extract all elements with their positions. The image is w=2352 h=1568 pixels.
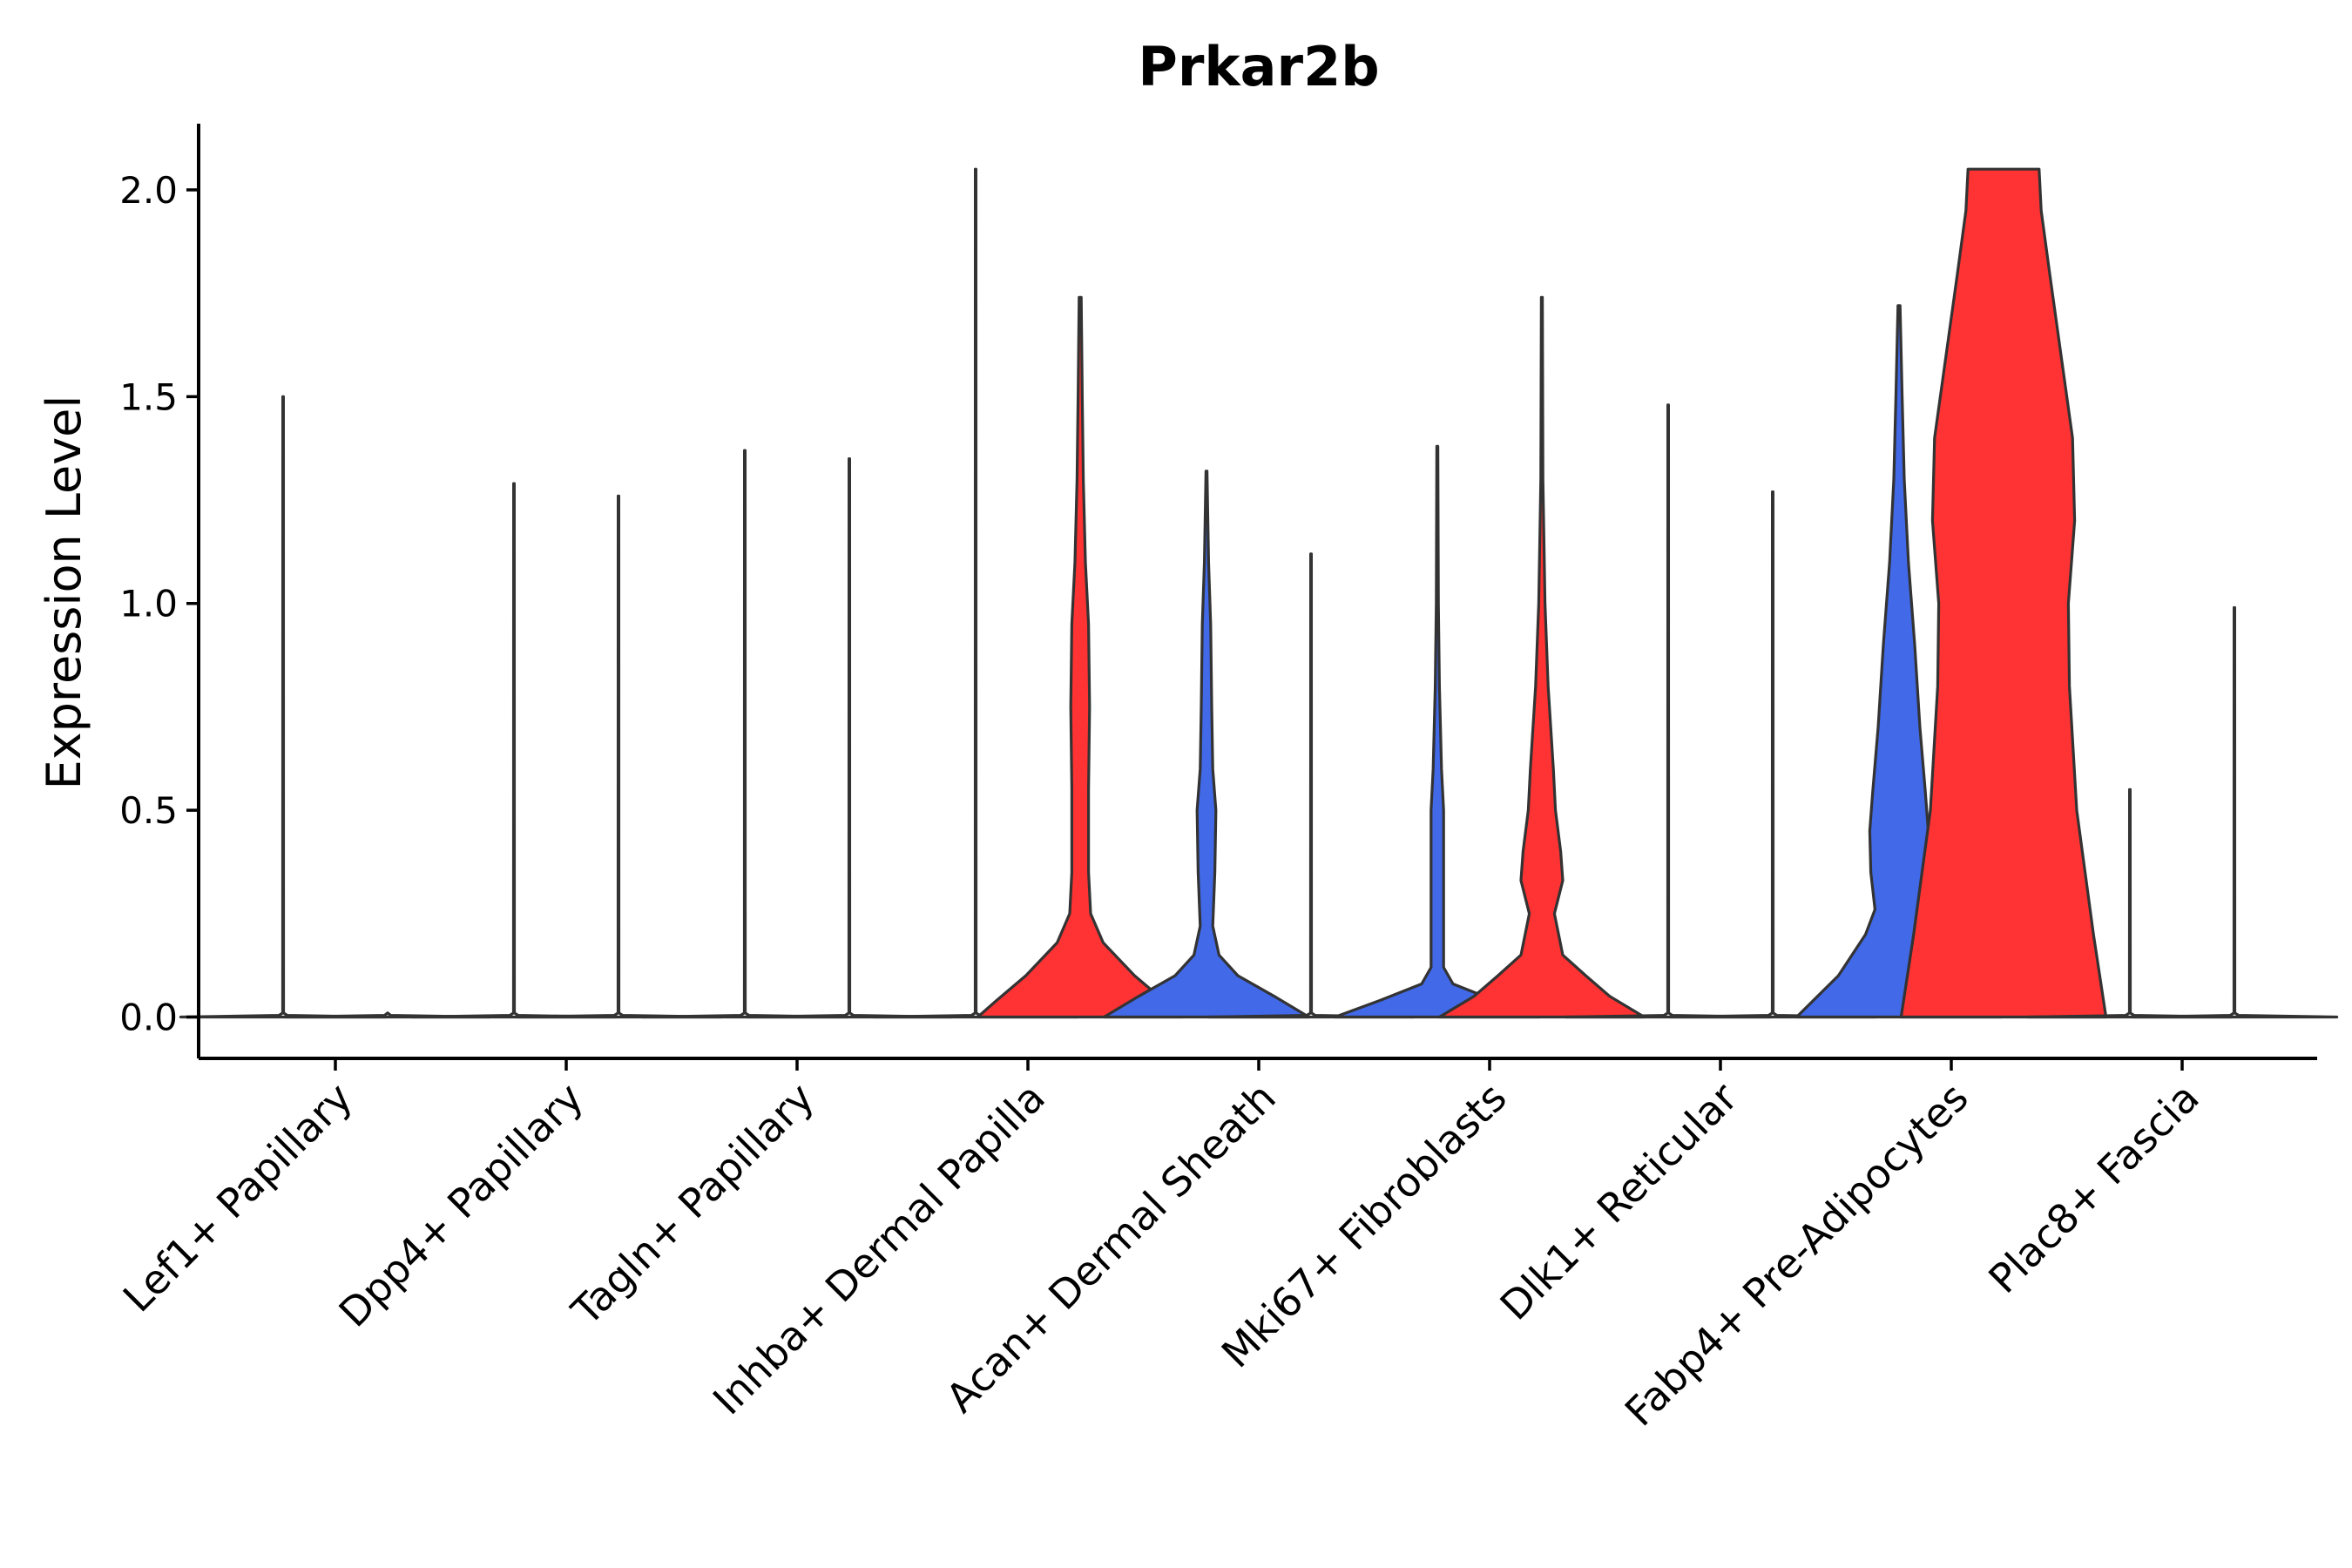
x-tick-label-dlk1-reticular: Dlk1+ Reticular — [1491, 1074, 1747, 1329]
chart-title: Prkar2b — [1138, 35, 1379, 98]
violin-tagln-papillary-left — [640, 449, 849, 1019]
violin-mki67-fibroblasts-right — [1437, 295, 1646, 1019]
violin-dpp4-papillary-left — [409, 482, 618, 1019]
y-ticks-layer: 0.0 0.5 1.0 1.5 2.0 — [119, 169, 199, 1039]
violin-lef1-papillary-left — [179, 395, 388, 1019]
x-tick-label-dpp4-papillary: Dpp4+ Papillary — [330, 1074, 592, 1336]
y-axis-label: Expression Level — [37, 395, 91, 790]
y-tick-label: 0.0 — [119, 997, 178, 1039]
violin-mki67-fibroblasts-left — [1333, 444, 1542, 1019]
violin-acan-dermal-sheath-right — [1206, 552, 1416, 1019]
violin-fabp4-pre-adipocytes-right — [1899, 167, 2108, 1019]
violin-dlk1-reticular-left — [1564, 403, 1773, 1019]
violin-inhba-dermal-papilla-right — [976, 295, 1185, 1019]
violin-tagln-papillary-right — [745, 457, 954, 1019]
y-tick-label: 1.5 — [119, 375, 178, 418]
violins-layer — [179, 167, 2339, 1019]
y-tick-label: 2.0 — [119, 169, 178, 212]
violin-inhba-dermal-papilla-left — [871, 167, 1080, 1019]
violin-dpp4-papillary-right — [514, 494, 723, 1019]
y-tick-label: 0.5 — [119, 789, 178, 832]
violin-dlk1-reticular-right — [1668, 490, 1877, 1019]
violin-acan-dermal-sheath-left — [1102, 470, 1311, 1019]
x-tick-label-plac8-fascia: Plac8+ Fascia — [1979, 1074, 2207, 1302]
violin-plac8-fascia-right — [2130, 605, 2339, 1019]
x-tick-label-tagln-papillary: Tagln+ Papillary — [562, 1074, 823, 1335]
x-tick-label-lef1-papillary: Lef1+ Papillary — [114, 1074, 362, 1321]
y-tick-label: 1.0 — [119, 583, 178, 625]
